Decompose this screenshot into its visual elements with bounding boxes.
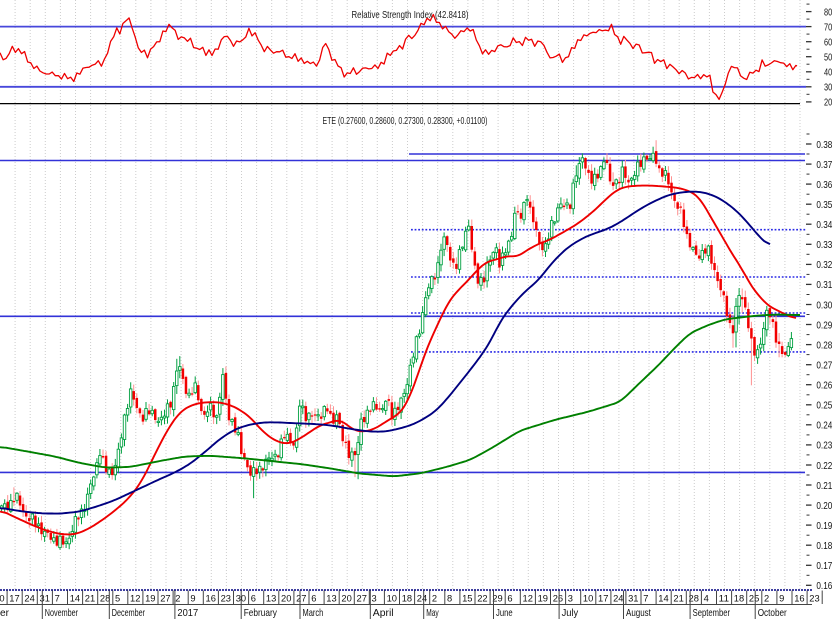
svg-text:12: 12 bbox=[130, 594, 140, 605]
svg-text:3: 3 bbox=[372, 594, 377, 605]
svg-text:16: 16 bbox=[206, 594, 216, 605]
svg-text:28: 28 bbox=[689, 594, 699, 605]
svg-text:September: September bbox=[693, 607, 731, 619]
svg-text:24: 24 bbox=[613, 594, 623, 605]
svg-text:12: 12 bbox=[523, 594, 533, 605]
svg-text:July: July bbox=[562, 607, 579, 619]
svg-text:10: 10 bbox=[0, 594, 5, 605]
svg-text:0.27: 0.27 bbox=[816, 360, 832, 372]
svg-text:21: 21 bbox=[85, 594, 95, 605]
svg-text:0.21: 0.21 bbox=[816, 480, 832, 492]
svg-text:0.16: 0.16 bbox=[816, 580, 832, 592]
svg-text:6: 6 bbox=[507, 594, 512, 605]
svg-text:9: 9 bbox=[190, 594, 195, 605]
svg-text:26: 26 bbox=[553, 594, 563, 605]
svg-text:0.32: 0.32 bbox=[816, 259, 832, 271]
svg-text:0.29: 0.29 bbox=[816, 319, 832, 331]
svg-text:0.22: 0.22 bbox=[816, 460, 832, 472]
svg-text:24: 24 bbox=[24, 594, 34, 605]
svg-text:15: 15 bbox=[462, 594, 472, 605]
svg-text:0.23: 0.23 bbox=[816, 440, 832, 452]
svg-text:6: 6 bbox=[311, 594, 316, 605]
svg-text:0.31: 0.31 bbox=[816, 279, 832, 291]
svg-text:0.20: 0.20 bbox=[816, 500, 832, 512]
svg-text:21: 21 bbox=[673, 594, 683, 605]
svg-text:2: 2 bbox=[764, 594, 769, 605]
svg-text:2017: 2017 bbox=[177, 607, 198, 619]
svg-text:0.35: 0.35 bbox=[816, 199, 832, 211]
svg-text:29: 29 bbox=[492, 594, 502, 605]
svg-text:28: 28 bbox=[100, 594, 110, 605]
svg-text:0.37: 0.37 bbox=[816, 159, 832, 171]
svg-text:70: 70 bbox=[824, 21, 832, 33]
svg-text:2: 2 bbox=[175, 594, 180, 605]
svg-text:20: 20 bbox=[281, 594, 291, 605]
svg-text:25: 25 bbox=[749, 594, 759, 605]
svg-text:31: 31 bbox=[40, 594, 50, 605]
svg-text:18: 18 bbox=[734, 594, 744, 605]
svg-text:18: 18 bbox=[402, 594, 412, 605]
svg-text:20: 20 bbox=[341, 594, 351, 605]
svg-text:30: 30 bbox=[824, 82, 832, 94]
svg-text:0.26: 0.26 bbox=[816, 380, 832, 392]
svg-text:0.38: 0.38 bbox=[816, 139, 832, 151]
svg-text:2: 2 bbox=[432, 594, 437, 605]
svg-text:April: April bbox=[373, 607, 394, 619]
svg-text:Relative Strength Index (42.84: Relative Strength Index (42.8418) bbox=[352, 9, 469, 21]
svg-text:14: 14 bbox=[70, 594, 80, 605]
svg-text:10: 10 bbox=[387, 594, 397, 605]
svg-text:23: 23 bbox=[809, 594, 819, 605]
svg-text:27: 27 bbox=[160, 594, 170, 605]
svg-text:7: 7 bbox=[643, 594, 648, 605]
svg-text:50: 50 bbox=[824, 52, 832, 64]
svg-text:10: 10 bbox=[583, 594, 593, 605]
svg-text:0.28: 0.28 bbox=[816, 339, 832, 351]
svg-text:14: 14 bbox=[658, 594, 668, 605]
svg-text:20: 20 bbox=[824, 97, 832, 109]
svg-text:0.30: 0.30 bbox=[816, 299, 832, 311]
svg-text:October: October bbox=[758, 607, 787, 619]
svg-text:23: 23 bbox=[221, 594, 231, 605]
svg-text:13: 13 bbox=[326, 594, 336, 605]
svg-text:0.25: 0.25 bbox=[816, 400, 832, 412]
svg-text:June: June bbox=[496, 607, 513, 619]
svg-text:19: 19 bbox=[145, 594, 155, 605]
svg-text:80: 80 bbox=[824, 6, 832, 18]
svg-text:3: 3 bbox=[568, 594, 573, 605]
svg-text:16: 16 bbox=[794, 594, 804, 605]
svg-text:0.24: 0.24 bbox=[816, 420, 832, 432]
svg-text:December: December bbox=[112, 607, 146, 619]
svg-text:May: May bbox=[426, 607, 439, 619]
svg-text:24: 24 bbox=[417, 594, 427, 605]
svg-text:August: August bbox=[626, 607, 651, 619]
svg-text:17: 17 bbox=[598, 594, 608, 605]
svg-text:40: 40 bbox=[824, 67, 832, 79]
svg-text:27: 27 bbox=[357, 594, 367, 605]
svg-text:November: November bbox=[45, 607, 79, 619]
svg-text:19: 19 bbox=[538, 594, 548, 605]
svg-text:0.18: 0.18 bbox=[816, 540, 832, 552]
svg-text:er: er bbox=[0, 607, 9, 619]
svg-text:27: 27 bbox=[296, 594, 306, 605]
svg-text:8: 8 bbox=[447, 594, 452, 605]
svg-text:0.19: 0.19 bbox=[816, 520, 832, 532]
svg-text:6: 6 bbox=[251, 594, 256, 605]
svg-text:0.17: 0.17 bbox=[816, 560, 832, 572]
svg-text:13: 13 bbox=[266, 594, 276, 605]
svg-text:11: 11 bbox=[719, 594, 729, 605]
svg-text:0.36: 0.36 bbox=[816, 179, 832, 191]
svg-text:31: 31 bbox=[628, 594, 638, 605]
svg-text:22: 22 bbox=[477, 594, 487, 605]
svg-text:17: 17 bbox=[9, 594, 19, 605]
svg-text:4: 4 bbox=[704, 594, 709, 605]
svg-text:60: 60 bbox=[824, 37, 832, 49]
svg-text:7: 7 bbox=[55, 594, 60, 605]
svg-text:March: March bbox=[303, 607, 324, 619]
svg-text:5: 5 bbox=[115, 594, 120, 605]
svg-text:0.33: 0.33 bbox=[816, 239, 832, 251]
svg-text:ETE (0.27600, 0.28600, 0.27300: ETE (0.27600, 0.28600, 0.27300, 0.28300,… bbox=[323, 115, 488, 127]
svg-text:February: February bbox=[244, 607, 278, 619]
svg-text:0.34: 0.34 bbox=[816, 219, 832, 231]
svg-text:9: 9 bbox=[779, 594, 784, 605]
